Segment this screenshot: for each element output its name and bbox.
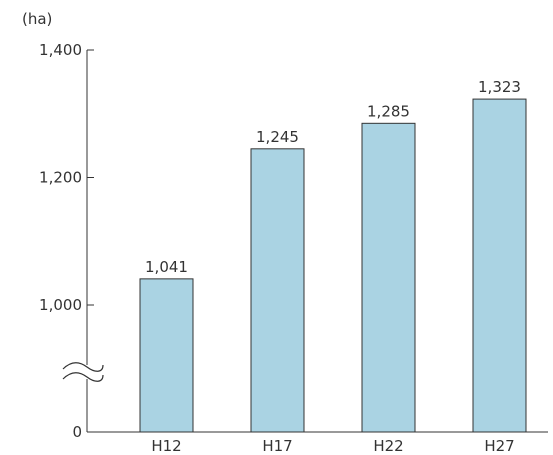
axis-break-wave: [62, 372, 104, 382]
x-tick-label: H17: [262, 437, 292, 455]
bar-value-label: 1,285: [367, 102, 410, 120]
x-axis: H12 H17 H22 H27: [87, 431, 548, 455]
bar-value-label: 1,041: [145, 258, 188, 276]
y-tick-label: 0: [72, 423, 82, 441]
bar-value-label: 1,323: [478, 78, 521, 96]
x-tick-label: H12: [151, 437, 181, 455]
y-axis: 0 1,000 1,200 1,400: [39, 41, 94, 441]
y-tick-label: 1,200: [39, 169, 82, 187]
y-axis-unit-label: (ha): [22, 10, 52, 28]
axis-break-wave: [62, 362, 104, 372]
axis-break-mark: [62, 362, 104, 382]
y-tick-label: 1,400: [39, 41, 82, 59]
bar-series: 1,041 1,245 1,285 1,323: [139, 78, 527, 433]
bar: [139, 278, 194, 433]
axis-break-gap: [84, 365, 90, 379]
bar: [250, 148, 305, 433]
x-tick-label: H22: [373, 437, 403, 455]
bar: [361, 122, 416, 433]
bar-value-label: 1,245: [256, 128, 299, 146]
x-tick-label: H27: [484, 437, 514, 455]
bar: [472, 98, 527, 433]
y-tick-label: 1,000: [39, 296, 82, 314]
